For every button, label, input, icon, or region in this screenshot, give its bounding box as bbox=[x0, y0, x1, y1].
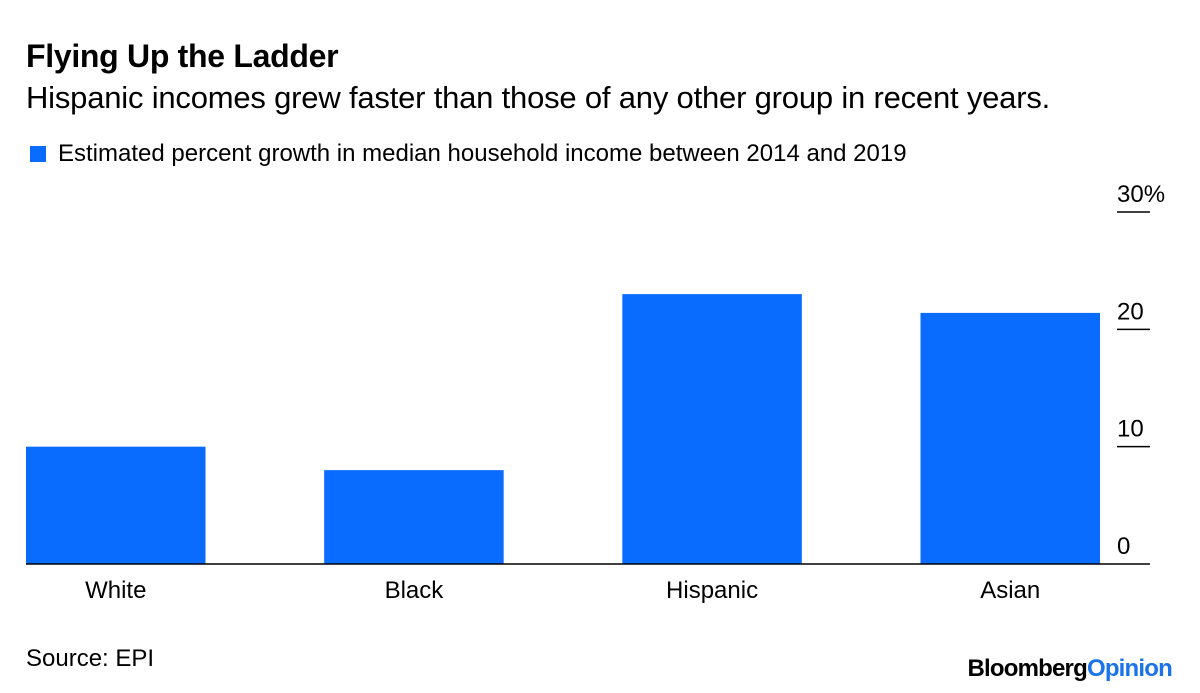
y-tick-label-0: 0 bbox=[1117, 533, 1130, 560]
chart-subtitle: Hispanic incomes grew faster than those … bbox=[26, 80, 1051, 115]
bar-hispanic bbox=[622, 294, 802, 564]
brand-logo: BloombergOpinion bbox=[967, 655, 1172, 683]
legend-swatch bbox=[30, 146, 46, 162]
x-tick-label-black: Black bbox=[385, 577, 445, 604]
legend-label: Estimated percent growth in median house… bbox=[58, 140, 907, 167]
chart-title: Flying Up the Ladder bbox=[26, 38, 339, 74]
bar-black bbox=[324, 470, 504, 564]
brand-main: Bloomberg bbox=[967, 655, 1087, 682]
bar-white bbox=[26, 446, 206, 564]
brand-accent: Opinion bbox=[1086, 655, 1173, 682]
y-tick-label-20: 20 bbox=[1117, 298, 1144, 325]
x-tick-label-asian: Asian bbox=[980, 577, 1040, 604]
legend: Estimated percent growth in median house… bbox=[30, 140, 907, 168]
source-note: Source: EPI bbox=[26, 645, 155, 672]
y-tick-label-10: 10 bbox=[1117, 416, 1144, 443]
x-tick-label-white: White bbox=[85, 577, 146, 604]
bar-asian bbox=[920, 312, 1100, 564]
x-tick-label-hispanic: Hispanic bbox=[666, 577, 758, 604]
y-tick-label-30: 30% bbox=[1117, 181, 1165, 208]
